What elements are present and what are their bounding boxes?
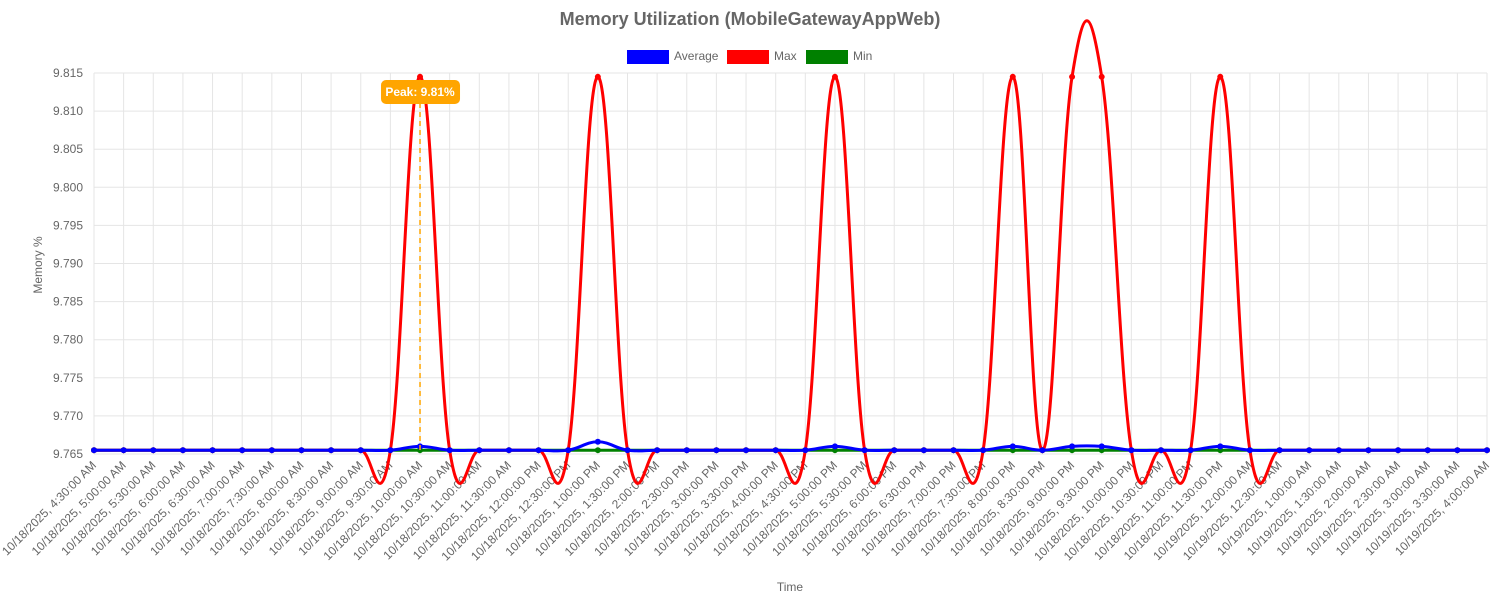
- y-tick-label: 9.795: [53, 218, 83, 232]
- series-average-point[interactable]: [1128, 447, 1135, 454]
- legend-item-average[interactable]: Average: [627, 49, 719, 64]
- y-tick-label: 9.765: [53, 447, 83, 461]
- series-average-point[interactable]: [743, 447, 750, 454]
- series-average-point[interactable]: [1069, 443, 1076, 450]
- series-average-point[interactable]: [1395, 447, 1402, 454]
- series-average-point[interactable]: [802, 447, 809, 454]
- y-tick-label: 9.785: [53, 295, 83, 309]
- series-max-point[interactable]: [417, 73, 424, 80]
- y-tick-label: 9.775: [53, 371, 83, 385]
- series-average-point[interactable]: [831, 443, 838, 450]
- series-average: [91, 438, 1490, 454]
- series-average-point[interactable]: [1187, 447, 1194, 454]
- series-average-point[interactable]: [1217, 443, 1224, 450]
- legend-label-average: Average: [674, 49, 719, 63]
- series-max-point[interactable]: [1069, 73, 1076, 80]
- series-average-point[interactable]: [861, 447, 868, 454]
- peak-label-box: [381, 80, 461, 104]
- series-average-point[interactable]: [446, 447, 453, 454]
- series-average-point[interactable]: [980, 447, 987, 454]
- y-tick-label: 9.810: [53, 104, 83, 118]
- series-layer: [91, 19, 1490, 485]
- series-average-point[interactable]: [1335, 447, 1342, 454]
- y-axis-ticks: 9.765 9.770 9.775 9.780 9.785 9.790 9.795 9.800…: [53, 66, 83, 461]
- series-max-point[interactable]: [1009, 73, 1016, 80]
- series-average-point[interactable]: [476, 447, 483, 454]
- series-average-point[interactable]: [239, 447, 246, 454]
- series-average-point[interactable]: [505, 447, 512, 454]
- series-max-point[interactable]: [831, 73, 838, 80]
- legend-label-max: Max: [774, 49, 797, 63]
- chart-title: Memory Utilization (MobileGatewayAppWeb): [560, 9, 941, 29]
- series-average-point[interactable]: [891, 447, 898, 454]
- x-axis-label: Time: [777, 580, 804, 594]
- series-average-point[interactable]: [1157, 447, 1164, 454]
- series-max-point[interactable]: [1098, 73, 1105, 80]
- series-max-line: [94, 19, 1487, 485]
- series-average-point[interactable]: [1246, 447, 1253, 454]
- series-average-point[interactable]: [920, 447, 927, 454]
- series-average-point[interactable]: [1484, 447, 1490, 454]
- series-average-point[interactable]: [713, 447, 720, 454]
- y-tick-label: 9.800: [53, 180, 83, 194]
- series-average-point[interactable]: [209, 447, 216, 454]
- series-average-point[interactable]: [298, 447, 305, 454]
- legend-swatch-max: [727, 50, 769, 64]
- series-average-point[interactable]: [328, 447, 335, 454]
- legend-swatch-min: [806, 50, 848, 64]
- y-tick-label: 9.780: [53, 333, 83, 347]
- series-min-point[interactable]: [594, 447, 601, 454]
- y-tick-label: 9.770: [53, 409, 83, 423]
- y-tick-label: 9.805: [53, 142, 83, 156]
- series-average-point[interactable]: [1365, 447, 1372, 454]
- series-average-point[interactable]: [950, 447, 957, 454]
- series-average-point[interactable]: [150, 447, 157, 454]
- series-max-point[interactable]: [1217, 73, 1224, 80]
- y-axis-label: Memory %: [31, 236, 45, 294]
- legend-swatch-average: [627, 50, 669, 64]
- series-average-point[interactable]: [565, 447, 572, 454]
- series-average-point[interactable]: [624, 447, 631, 454]
- series-average-point[interactable]: [594, 438, 601, 445]
- y-tick-label: 9.815: [53, 66, 83, 80]
- series-max: [91, 19, 1490, 485]
- legend-item-min[interactable]: Min: [806, 49, 872, 64]
- series-average-point[interactable]: [1098, 443, 1105, 450]
- series-average-point[interactable]: [772, 447, 779, 454]
- series-average-point[interactable]: [1454, 447, 1461, 454]
- series-average-point[interactable]: [1009, 443, 1016, 450]
- series-average-point[interactable]: [1039, 447, 1046, 454]
- series-average-point[interactable]: [1424, 447, 1431, 454]
- series-max-point[interactable]: [594, 73, 601, 80]
- series-average-point[interactable]: [1276, 447, 1283, 454]
- series-average-point[interactable]: [683, 447, 690, 454]
- annotation-layer: Peak: 9.81%: [381, 80, 461, 454]
- grid-lines: [93, 72, 1488, 455]
- series-average-point[interactable]: [179, 447, 186, 454]
- series-average-point[interactable]: [387, 447, 394, 454]
- series-average-point[interactable]: [91, 447, 97, 454]
- legend-label-min: Min: [853, 49, 872, 63]
- series-average-point[interactable]: [654, 447, 661, 454]
- series-average-point[interactable]: [357, 447, 364, 454]
- legend-item-max[interactable]: Max: [727, 49, 797, 64]
- series-average-point[interactable]: [268, 447, 275, 454]
- series-average-point[interactable]: [1306, 447, 1313, 454]
- series-average-point[interactable]: [120, 447, 127, 454]
- peak-label: Peak: 9.81%: [385, 85, 455, 99]
- series-average-point[interactable]: [535, 447, 542, 454]
- legend: Average Max Min: [627, 49, 872, 64]
- y-tick-label: 9.790: [53, 257, 83, 271]
